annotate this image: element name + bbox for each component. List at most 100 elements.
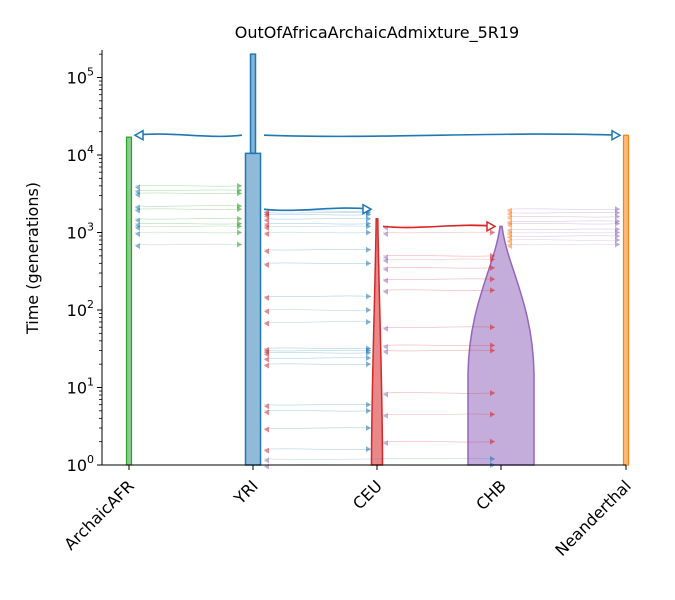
split-arrow-CEU (362, 203, 373, 215)
migration-arrow-CHB_Neanderthal-2-rev (507, 215, 512, 222)
migration-arrow-CHB_Neanderthal-7-rev (507, 234, 512, 241)
y-tick-label: 103 (67, 221, 94, 243)
migration-arrow-CEU_CHB-10-fwd (490, 389, 495, 396)
migration-arrow-YRI_CEU-11-fwd (366, 319, 371, 326)
migration-line-YRI_CEU-20 (263, 448, 372, 450)
migration-line-CHB_Neanderthal-1 (506, 211, 621, 214)
split-arrow-ArchaicAFR (133, 129, 144, 141)
migration-arrow-YRI_CEU-15-fwd (366, 355, 371, 362)
split-line-CHB (382, 224, 496, 229)
migration-line-CEU_CHB-12 (382, 440, 496, 443)
migration-arrow-ArchaicAFR_YRI-9-rev (135, 243, 140, 250)
migration-arrow-YRI_CEU-3-rev (264, 217, 269, 224)
migration-arrow-YRI_CEU-15-rev (264, 356, 269, 363)
migration-arrow-YRI_CEU-16-rev (264, 362, 269, 369)
migration-arrow-CHB_Neanderthal-8-fwd (615, 237, 620, 244)
migration-arrow-YRI_CEU-3-fwd (366, 215, 371, 222)
migration-arrow-YRI_CEU-7-rev (264, 248, 269, 255)
migration-arrow-YRI_CEU-14-rev (264, 351, 269, 358)
migration-arrow-CEU_CHB-8-rev (383, 343, 388, 350)
migration-line-YRI_CEU-18 (263, 410, 372, 412)
migration-line-CHB_Neanderthal-3 (506, 220, 621, 222)
migration-line-YRI_CEU-2 (263, 213, 372, 216)
migration-arrow-CEU_CHB-12-rev (383, 440, 388, 447)
migration-arrow-ArchaicAFR_YRI-0-fwd (237, 182, 242, 189)
migration-line-CHB_Neanderthal-2 (506, 215, 621, 218)
migration-arrow-CEU_CHB-11-fwd (490, 411, 495, 418)
y-axis-label: Time (generations) (23, 182, 42, 335)
migration-arrow-YRI_CEU-9-rev (264, 294, 269, 301)
split-arrow-CHB (486, 220, 497, 233)
deme-layer (125, 53, 630, 466)
migration-arrow-YRI_CEU-18-fwd (366, 407, 371, 414)
migration-arrow-YRI_CEU-19-rev (264, 426, 269, 433)
migration-arrow-YRI_CEU-19-fwd (366, 425, 371, 432)
migration-line-YRI_CEU-10 (263, 309, 372, 311)
migration-arrow-CEU_CHB-9-rev (383, 349, 388, 356)
migration-line-YRI_CHB-1 (263, 458, 496, 460)
split-line-Neanderthal (263, 133, 621, 138)
migration-arrow-YRI_CEU-6-rev (264, 231, 269, 237)
migration-arrow-ArchaicAFR_YRI-2-rev (135, 191, 140, 198)
migration-arrow-YRI_CEU-6-fwd (366, 229, 371, 236)
migration-line-ArchaicAFR_YRI-9 (134, 243, 243, 246)
migration-arrow-ArchaicAFR_YRI-2-fwd (237, 190, 242, 197)
migration-line-CHB_Neanderthal-0 (506, 208, 621, 210)
migration-arrow-YRI_CEU-14-fwd (366, 349, 371, 356)
migration-arrow-CEU_CHB-10-rev (383, 391, 388, 398)
migration-arrow-CHB_Neanderthal-7-fwd (615, 233, 620, 240)
y-tick-label: 100 (67, 453, 94, 475)
migration-arrow-CEU_CHB-11-rev (383, 412, 388, 419)
migration-line-CHB_Neanderthal-7 (506, 235, 621, 237)
migration-line-YRI_CEU-5 (263, 225, 372, 228)
migration-arrow-CHB_Neanderthal-8-rev (507, 238, 512, 245)
migration-arrow-CEU_CHB-3-rev (383, 257, 388, 264)
migration-line-YRI_CEU-12 (263, 347, 372, 350)
deme-YRI (244, 152, 262, 466)
migration-arrow-CEU_CHB-6-rev (383, 288, 388, 295)
deme-YRI-ancestral (249, 53, 257, 155)
migration-line-YRI_CEU-19 (263, 427, 372, 429)
migration-arrow-YRI_CEU-17-fwd (366, 401, 371, 408)
migration-arrow-YRI_CHB-0-rev (264, 463, 269, 470)
migration-line-YRI_CEU-3 (263, 218, 372, 220)
migration-arrow-CHB_Neanderthal-4-rev (507, 222, 512, 229)
migration-line-YRI_CEU-13 (263, 349, 372, 352)
y-tick-label: 104 (67, 143, 94, 165)
x-tick-label-ArchaicAFR: ArchaicAFR (60, 476, 137, 553)
migration-arrow-YRI_CEU-8-fwd (366, 260, 371, 267)
x-tick-label-CEU: CEU (349, 476, 386, 513)
migration-line-CEU_CHB-6 (382, 289, 496, 291)
migration-arrow-YRI_CHB-1-rev (264, 457, 269, 464)
migration-arrow-YRI_CEU-5-rev (264, 224, 269, 231)
migration-line-CEU_CHB-7 (382, 326, 496, 328)
migration-line-CEU_CHB-9 (382, 349, 496, 352)
migration-line-YRI_CEU-16 (263, 363, 372, 365)
migration-layer (133, 129, 622, 470)
migration-line-ArchaicAFR_YRI-0 (134, 185, 243, 187)
migration-line-CHB_Neanderthal-5 (506, 228, 621, 231)
migration-line-CHB_Neanderthal-8 (506, 239, 621, 241)
deme-ArchaicAFR (125, 136, 133, 466)
migration-line-CEU_CHB-1 (382, 231, 496, 234)
migration-arrow-CEU_CHB-1-fwd (490, 229, 495, 236)
migration-arrow-YRI_CEU-18-rev (264, 409, 269, 416)
axis-layer: 100 101 102 103 104 105 ArchaicAFR YRI CEU CHB Nea… (60, 50, 635, 560)
migration-line-ArchaicAFR_YRI-4 (134, 208, 243, 210)
y-tick-label: 105 (67, 66, 94, 88)
deme-CEU (370, 218, 384, 466)
migration-line-CEU_CHB-2 (382, 255, 496, 257)
split-arrow-Neanderthal (611, 129, 622, 141)
migration-line-ArchaicAFR_YRI-5 (134, 218, 243, 220)
migration-arrow-CEU_CHB-8-fwd (490, 342, 495, 349)
migration-line-ArchaicAFR_YRI-1 (134, 189, 243, 192)
migration-arrow-CEU_CHB-7-fwd (490, 324, 495, 331)
migration-arrow-CHB_Neanderthal-1-fwd (615, 209, 620, 216)
migration-line-YRI_CEU-17 (263, 403, 372, 406)
migration-line-CHB_Neanderthal-9 (506, 243, 621, 246)
migration-line-YRI_CEU-9 (263, 295, 372, 298)
migration-arrow-YRI_CHB-1-fwd (490, 455, 495, 462)
migration-line-ArchaicAFR_YRI-3 (134, 205, 243, 207)
migration-line-ArchaicAFR_YRI-2 (134, 192, 243, 195)
migration-arrow-ArchaicAFR_YRI-7-rev (135, 224, 140, 231)
